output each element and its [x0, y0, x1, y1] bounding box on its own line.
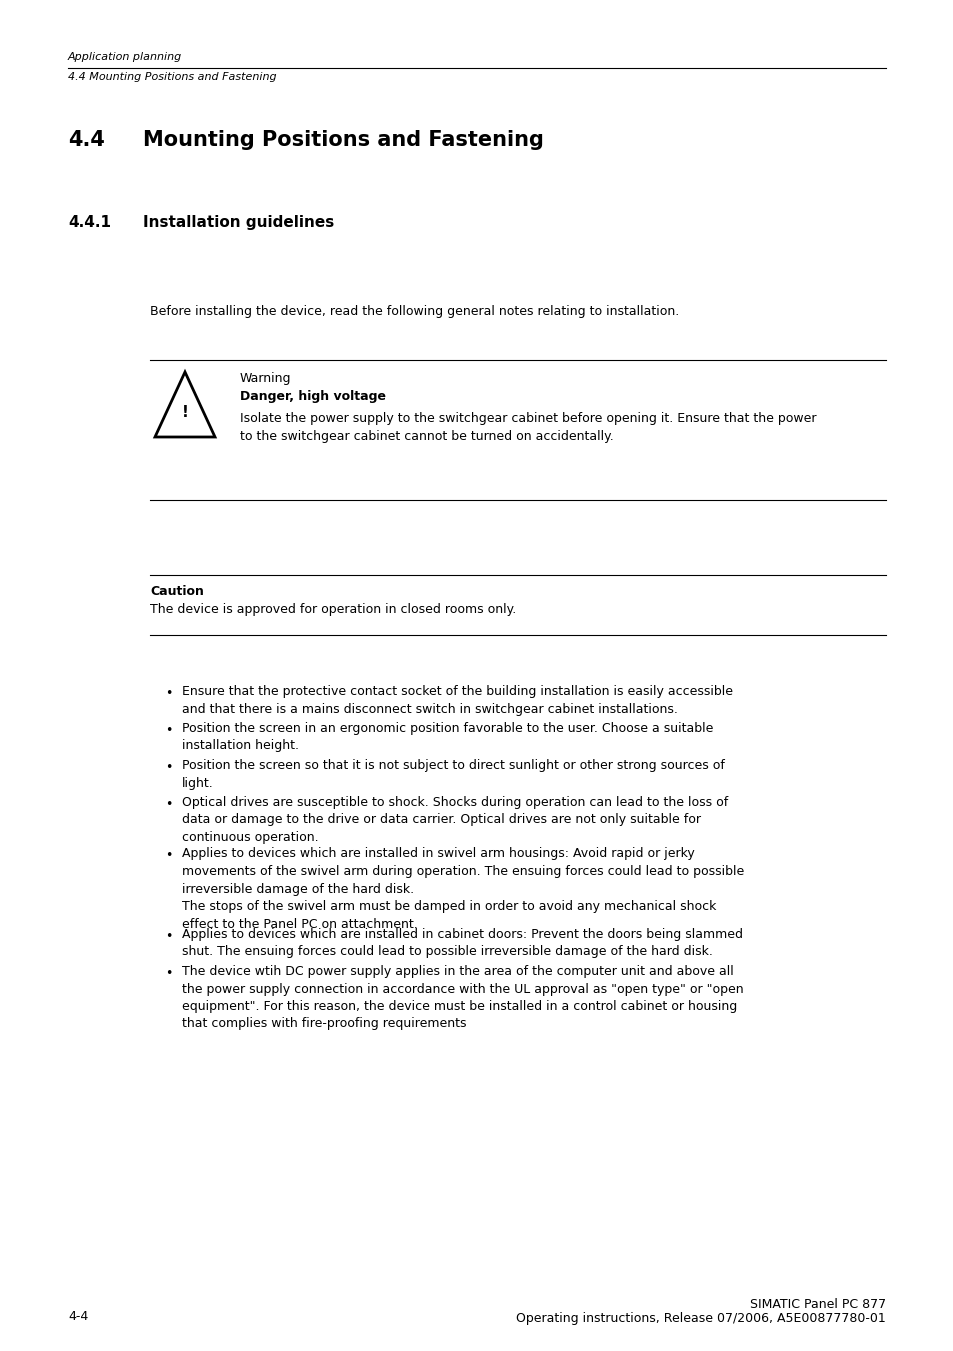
- Text: Operating instructions, Release 07/2006, A5E00877780-01: Operating instructions, Release 07/2006,…: [516, 1312, 885, 1325]
- Text: •: •: [165, 850, 172, 862]
- Text: 4.4.1: 4.4.1: [68, 215, 111, 230]
- Text: The device wtih DC power supply applies in the area of the computer unit and abo: The device wtih DC power supply applies …: [182, 965, 742, 1031]
- Text: SIMATIC Panel PC 877: SIMATIC Panel PC 877: [749, 1298, 885, 1310]
- Text: Applies to devices which are installed in cabinet doors: Prevent the doors being: Applies to devices which are installed i…: [182, 928, 742, 958]
- Text: •: •: [165, 761, 172, 774]
- Text: Position the screen in an ergonomic position favorable to the user. Choose a sui: Position the screen in an ergonomic posi…: [182, 721, 713, 753]
- Text: •: •: [165, 724, 172, 738]
- Text: Isolate the power supply to the switchgear cabinet before opening it. Ensure tha: Isolate the power supply to the switchge…: [240, 412, 816, 443]
- Text: Caution: Caution: [150, 585, 204, 598]
- Text: Ensure that the protective contact socket of the building installation is easily: Ensure that the protective contact socke…: [182, 685, 732, 716]
- Text: 4.4 Mounting Positions and Fastening: 4.4 Mounting Positions and Fastening: [68, 72, 276, 82]
- Text: 4.4: 4.4: [68, 130, 105, 150]
- Text: Before installing the device, read the following general notes relating to insta: Before installing the device, read the f…: [150, 305, 679, 317]
- Text: !: !: [181, 405, 189, 420]
- Text: Position the screen so that it is not subject to direct sunlight or other strong: Position the screen so that it is not su…: [182, 759, 724, 789]
- Text: Danger, high voltage: Danger, high voltage: [240, 390, 386, 403]
- Text: Installation guidelines: Installation guidelines: [143, 215, 334, 230]
- Text: Application planning: Application planning: [68, 51, 182, 62]
- Text: 4-4: 4-4: [68, 1310, 89, 1323]
- Text: Applies to devices which are installed in swivel arm housings: Avoid rapid or je: Applies to devices which are installed i…: [182, 847, 743, 931]
- Text: •: •: [165, 967, 172, 979]
- Text: The device is approved for operation in closed rooms only.: The device is approved for operation in …: [150, 603, 516, 616]
- Text: Warning: Warning: [240, 372, 292, 385]
- Text: •: •: [165, 798, 172, 811]
- Text: •: •: [165, 688, 172, 700]
- Text: Optical drives are susceptible to shock. Shocks during operation can lead to the: Optical drives are susceptible to shock.…: [182, 796, 727, 844]
- Text: •: •: [165, 929, 172, 943]
- Text: Mounting Positions and Fastening: Mounting Positions and Fastening: [143, 130, 543, 150]
